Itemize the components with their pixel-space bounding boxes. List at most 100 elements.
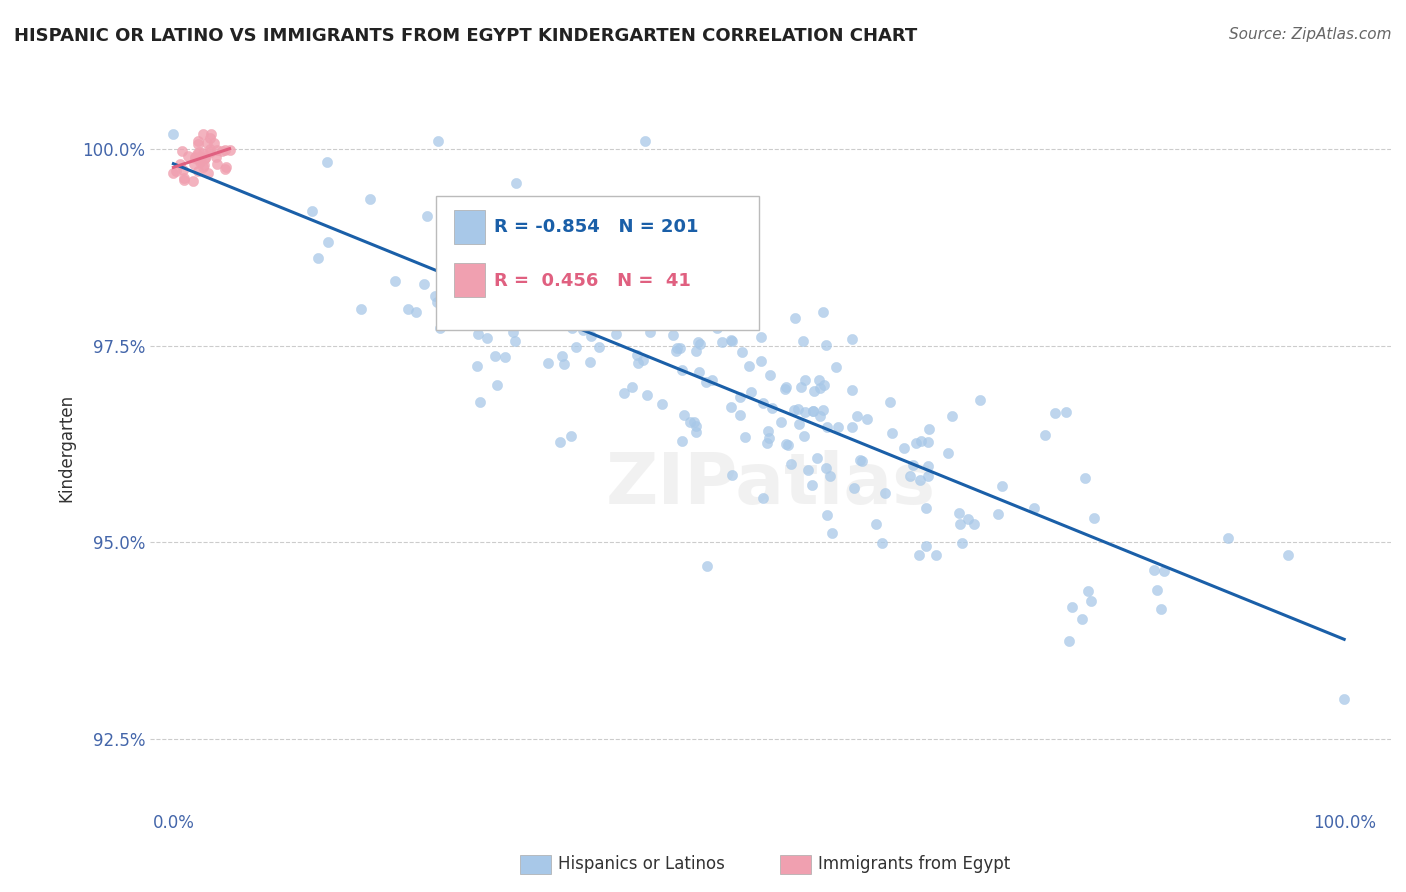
Point: [827, 419, 849, 434]
Point: [557, 279, 579, 293]
Point: [797, 463, 820, 477]
Point: [917, 458, 939, 473]
Point: [186, 146, 208, 161]
Point: [626, 349, 648, 363]
Point: [845, 409, 868, 423]
Point: [901, 458, 924, 473]
Point: [416, 209, 439, 223]
Point: [793, 405, 815, 419]
Point: [537, 306, 560, 320]
Point: [956, 511, 979, 525]
Point: [841, 420, 863, 434]
Point: [634, 298, 657, 312]
Point: [579, 354, 602, 368]
Point: [631, 353, 654, 368]
Point: [1277, 548, 1299, 562]
Point: [446, 224, 468, 238]
Point: [749, 354, 772, 368]
Point: [561, 321, 583, 335]
Point: [475, 331, 498, 345]
Point: [702, 373, 724, 387]
Point: [898, 468, 921, 483]
Point: [162, 166, 184, 180]
Point: [205, 157, 228, 171]
Point: [669, 341, 692, 355]
Point: [429, 321, 451, 335]
Point: [910, 473, 932, 487]
Point: [464, 213, 486, 227]
Point: [728, 390, 751, 404]
Text: Immigrants from Egypt: Immigrants from Egypt: [818, 855, 1011, 873]
Point: [571, 323, 593, 337]
Point: [316, 235, 339, 250]
Point: [672, 409, 695, 423]
Point: [605, 326, 627, 341]
Point: [721, 468, 744, 483]
Point: [905, 436, 928, 450]
Point: [873, 485, 896, 500]
Point: [987, 507, 1010, 521]
Point: [841, 333, 863, 347]
Point: [688, 365, 710, 379]
Point: [188, 153, 211, 168]
Point: [841, 383, 863, 397]
Point: [870, 536, 893, 550]
Point: [193, 127, 215, 141]
Point: [211, 145, 233, 159]
Point: [948, 506, 970, 520]
Point: [173, 170, 195, 185]
Point: [187, 136, 209, 151]
Point: [467, 326, 489, 341]
Point: [801, 477, 824, 491]
Point: [755, 436, 778, 450]
Point: [775, 436, 797, 450]
Point: [427, 134, 450, 148]
Point: [636, 287, 658, 301]
Point: [688, 334, 710, 349]
Point: [756, 425, 779, 439]
Point: [821, 526, 844, 541]
Point: [194, 151, 217, 165]
Point: [893, 441, 915, 455]
Point: [661, 328, 683, 343]
Point: [190, 150, 212, 164]
Point: [783, 311, 806, 326]
Point: [815, 338, 838, 352]
Point: [731, 345, 754, 359]
Point: [787, 417, 810, 431]
Point: [412, 277, 434, 291]
Text: Hispanics or Latinos: Hispanics or Latinos: [558, 855, 725, 873]
Point: [173, 173, 195, 187]
Point: [426, 295, 449, 310]
Point: [849, 453, 872, 467]
Point: [384, 274, 406, 288]
Point: [711, 334, 734, 349]
Point: [917, 469, 939, 483]
Point: [183, 157, 205, 171]
Point: [205, 144, 228, 158]
Point: [685, 419, 707, 434]
Point: [1080, 594, 1102, 608]
Point: [1083, 511, 1105, 525]
Point: [543, 236, 565, 251]
Point: [534, 318, 557, 332]
Point: [218, 144, 240, 158]
Point: [786, 401, 808, 416]
Point: [215, 160, 238, 174]
Point: [214, 161, 236, 176]
Point: [808, 409, 831, 423]
Point: [761, 401, 783, 415]
Point: [794, 373, 817, 387]
Point: [775, 382, 797, 396]
Point: [350, 302, 373, 317]
Point: [205, 150, 228, 164]
Point: [1074, 471, 1097, 485]
Point: [187, 163, 209, 178]
Point: [425, 289, 447, 303]
Point: [405, 305, 427, 319]
Point: [1045, 406, 1067, 420]
Point: [1333, 692, 1355, 706]
Point: [938, 445, 960, 459]
Point: [605, 301, 627, 315]
Point: [918, 421, 941, 435]
